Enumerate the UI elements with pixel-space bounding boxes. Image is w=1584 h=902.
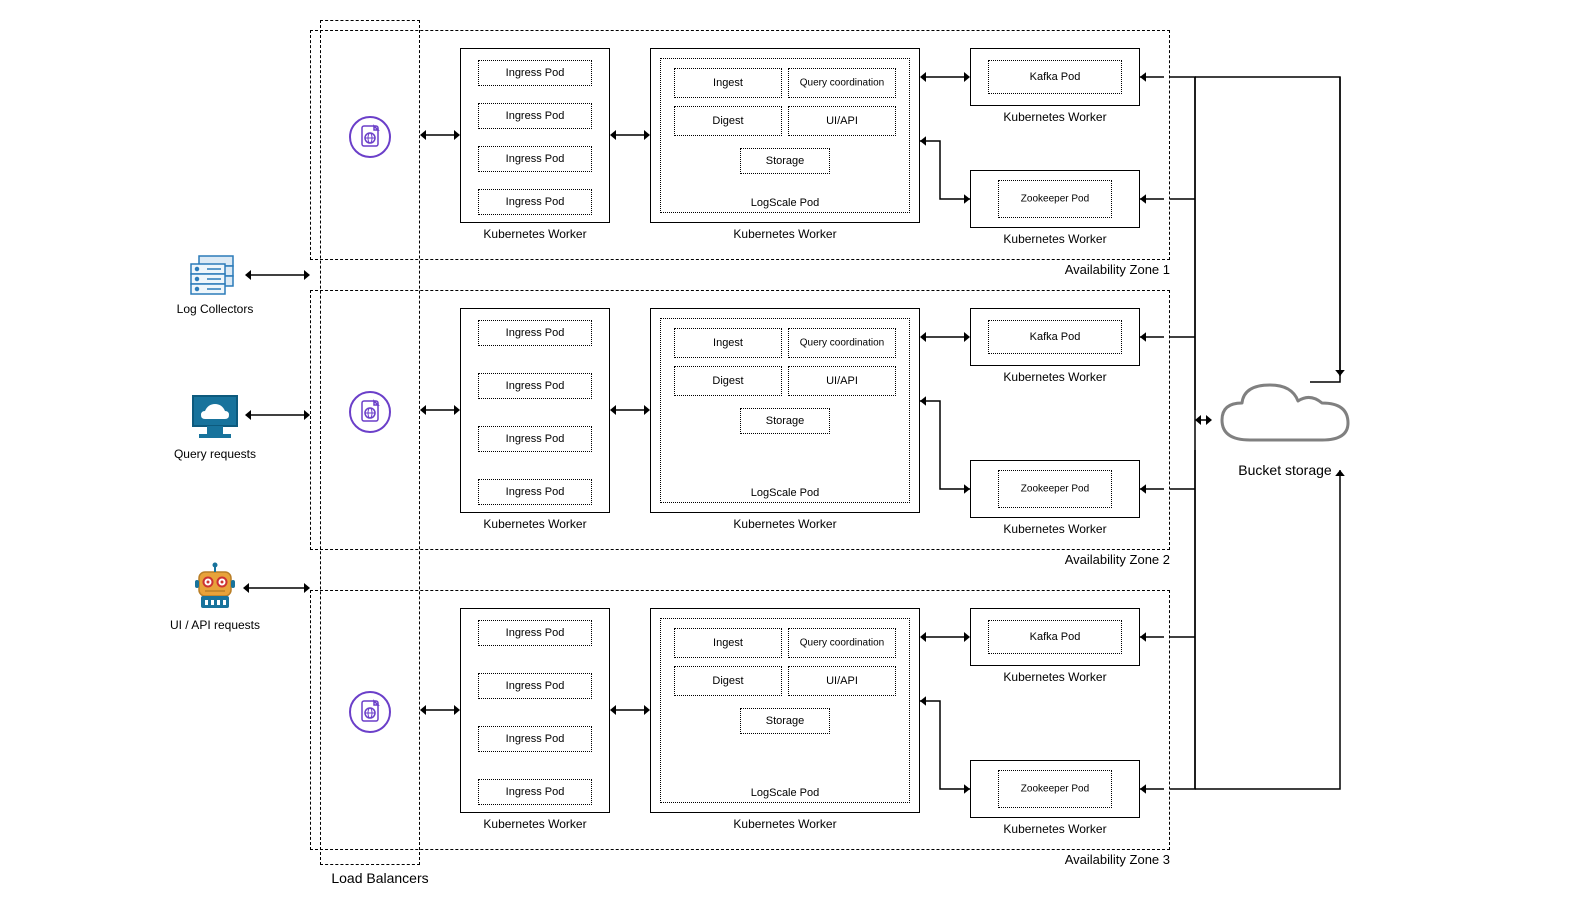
double-arrow [243,578,310,598]
ingress-pod: Ingress Pod [478,60,592,86]
connector-line [910,131,980,209]
ingress-pod: Ingress Pod [478,620,592,646]
double-arrow [610,125,650,145]
storage-box: Storage [740,408,830,434]
text-label: Load Balancers [310,870,450,887]
ingress-pod: Ingress Pod [478,320,592,346]
text-label: Kubernetes Worker [970,110,1140,124]
ingest-box: Ingest [674,68,782,98]
zookeeper-pod: Zookeeper Pod [998,180,1112,218]
ingress-pod: Ingress Pod [478,426,592,452]
storage-box: Storage [740,148,830,174]
kafka-pod: Kafka Pod [988,320,1122,354]
text-label: Kubernetes Worker [650,817,920,831]
ingress-pod: Ingress Pod [478,146,592,172]
double-arrow [245,405,310,425]
kafka-pod: Kafka Pod [988,60,1122,94]
ui-api-requests-label: UI / API requests [160,618,270,632]
double-arrow [610,400,650,420]
connector-line [910,391,980,499]
load-balancer-icon [348,690,392,734]
double-arrow [920,327,970,347]
double-arrow [420,700,460,720]
ingress-pod: Ingress Pod [478,726,592,752]
load-balancer-icon [348,390,392,434]
text-label: Kubernetes Worker [970,822,1140,836]
text-label: Kubernetes Worker [460,517,610,531]
storage-box: Storage [740,708,830,734]
text-label: LogScale Pod [660,787,910,800]
connector-line [1185,67,1350,392]
connector-line [1330,67,1350,386]
load-balancer-icon [348,115,392,159]
query-coordination-box: Query coordination [788,628,896,658]
text-label: Availability Zone 3 [1010,852,1170,868]
double-arrow [1195,410,1212,430]
double-arrow [920,627,970,647]
uiapi-box: UI/API [788,366,896,396]
uiapi-box: UI/API [788,666,896,696]
text-label: Availability Zone 1 [1010,262,1170,278]
text-label: LogScale Pod [660,197,910,210]
text-label: Kubernetes Worker [970,670,1140,684]
ingress-pod: Ingress Pod [478,373,592,399]
query-requests-label: Query requests [160,447,270,461]
text-label: LogScale Pod [660,487,910,500]
kafka-pod: Kafka Pod [988,620,1122,654]
query-coordination-box: Query coordination [788,68,896,98]
double-arrow [610,700,650,720]
query-coordination-box: Query coordination [788,328,896,358]
text-label: Kubernetes Worker [650,227,920,241]
digest-box: Digest [674,366,782,396]
text-label: Kubernetes Worker [970,370,1140,384]
ingest-box: Ingest [674,628,782,658]
text-label: Kubernetes Worker [460,817,610,831]
connector-line [910,691,980,799]
double-arrow [420,125,460,145]
ingress-pod: Ingress Pod [478,479,592,505]
ingress-pod: Ingress Pod [478,103,592,129]
text-label: Kubernetes Worker [460,227,610,241]
text-label: Kubernetes Worker [970,232,1140,246]
text-label: Kubernetes Worker [970,522,1140,536]
double-arrow [920,67,970,87]
log-collectors-icon [185,250,245,300]
log-collectors-label: Log Collectors [160,302,270,316]
double-arrow [420,400,460,420]
zookeeper-pod: Zookeeper Pod [998,770,1112,808]
uiapi-box: UI/API [788,106,896,136]
ui-api-requests-icon [187,560,243,616]
digest-box: Digest [674,106,782,136]
query-requests-icon [185,390,245,445]
connector-line [1185,460,1350,799]
digest-box: Digest [674,666,782,696]
text-label: Availability Zone 2 [1010,552,1170,568]
ingress-pod: Ingress Pod [478,673,592,699]
text-label: Kubernetes Worker [650,517,920,531]
ingest-box: Ingest [674,328,782,358]
double-arrow [245,265,310,285]
zookeeper-pod: Zookeeper Pod [998,470,1112,508]
ingress-pod: Ingress Pod [478,189,592,215]
ingress-pod: Ingress Pod [478,779,592,805]
